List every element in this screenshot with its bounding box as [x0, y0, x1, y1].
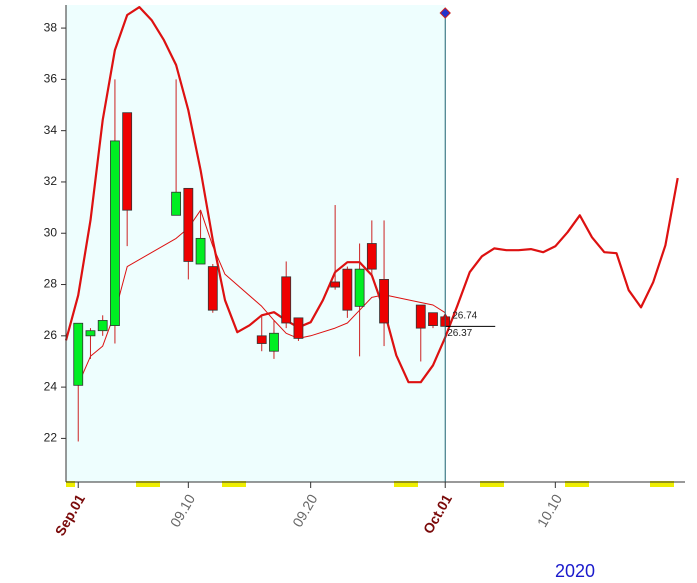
- candle-body: [171, 191, 181, 216]
- candle-body: [122, 112, 133, 211]
- price-label: 26.37: [447, 328, 472, 339]
- candle-body: [330, 281, 341, 288]
- candle-body: [269, 332, 279, 352]
- line: [77, 209, 446, 385]
- weekend-marker: [480, 481, 504, 487]
- y-tick-label: 32: [44, 174, 58, 188]
- price-label: 26.74: [452, 310, 477, 321]
- y-tick-label: 22: [44, 431, 58, 445]
- candle-body: [354, 268, 365, 307]
- y-tick-label: 30: [44, 225, 58, 239]
- candle-body: [110, 140, 120, 326]
- candle-body: [97, 320, 108, 332]
- candle-body: [85, 330, 96, 337]
- weekend-marker: [222, 481, 246, 487]
- candle-body: [428, 312, 438, 326]
- candle-body: [415, 304, 426, 329]
- candle-body: [379, 279, 389, 324]
- candle-body: [256, 335, 267, 344]
- y-tick-label: 24: [44, 379, 58, 393]
- y-tick-label: 34: [44, 123, 58, 137]
- weekend-marker: [565, 481, 589, 487]
- year-label: 2020: [555, 561, 595, 581]
- y-tick-label: 26: [44, 328, 58, 342]
- candle-body: [293, 317, 304, 339]
- weekend-marker: [394, 481, 418, 487]
- candle-body: [73, 322, 84, 386]
- candle-body: [207, 266, 218, 311]
- candle-body: [195, 237, 206, 265]
- candle-body: [281, 276, 292, 324]
- current-day-marker: [439, 7, 451, 19]
- candle-body: [183, 187, 194, 262]
- history-region: [66, 5, 446, 482]
- y-tick-label: 36: [44, 72, 58, 86]
- weekend-marker: [136, 481, 160, 487]
- y-tick-label: 28: [44, 277, 58, 291]
- y-tick-label: 38: [44, 20, 58, 34]
- candle-body: [366, 243, 377, 270]
- weekend-marker: [66, 481, 75, 487]
- weekend-marker: [650, 481, 674, 487]
- candle-body: [342, 268, 353, 311]
